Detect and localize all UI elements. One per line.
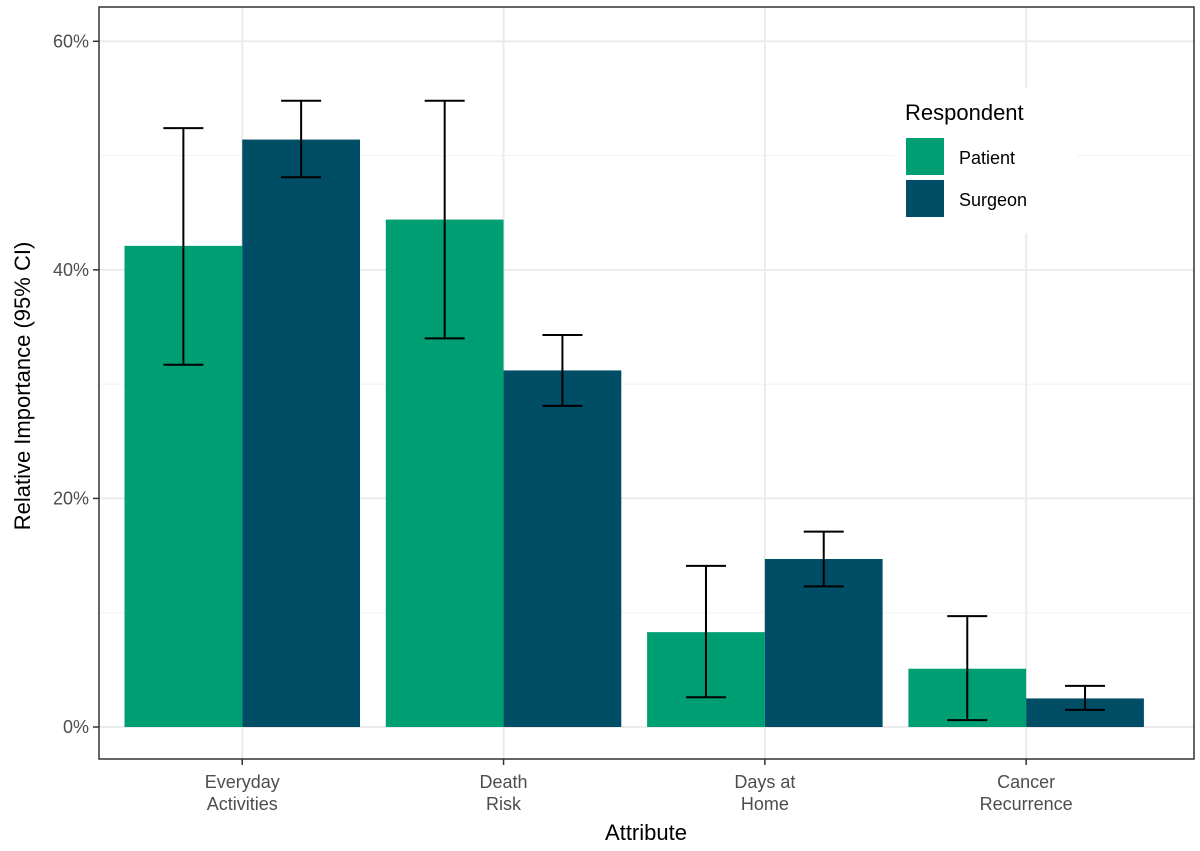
y-tick-label: 0% [63, 717, 89, 737]
plot-border [98, 6, 1195, 760]
y-axis: 0% 20% 40% 60% [53, 31, 99, 737]
x-tick-label-line: Days at [734, 772, 795, 792]
x-tick-label-line: Recurrence [980, 794, 1073, 814]
x-tick-label-line: Everyday [205, 772, 280, 792]
x-tick-label: Days at Home [734, 772, 795, 814]
y-axis-title: Relative Importance (95% CI) [10, 242, 35, 531]
x-axis-title: Attribute [605, 820, 687, 845]
y-tick-label: 60% [53, 31, 89, 51]
y-tick-label: 20% [53, 488, 89, 508]
x-tick-label: Death Risk [480, 772, 528, 814]
x-tick-label-line: Home [741, 794, 789, 814]
x-tick-label: Everyday Activities [205, 772, 280, 814]
error-bars [163, 99, 1106, 722]
legend-label-surgeon: Surgeon [959, 190, 1027, 210]
x-tick-label-line: Death [480, 772, 528, 792]
x-tick-label-line: Cancer [997, 772, 1055, 792]
y-tick-label: 40% [53, 260, 89, 280]
legend-key-surgeon [906, 180, 944, 217]
x-tick-label-line: Risk [486, 794, 522, 814]
x-tick-label-line: Activities [207, 794, 278, 814]
x-tick-label: Cancer Recurrence [980, 772, 1073, 814]
bar-surgeon [242, 139, 360, 728]
bar-surgeon [503, 370, 622, 727]
x-axis: Everyday Activities Death Risk Days at Home Ca… [205, 759, 1073, 814]
legend: Respondent Patient Surgeon [895, 88, 1077, 233]
legend-title: Respondent [905, 100, 1024, 125]
legend-key-patient [906, 138, 944, 175]
legend-label-patient: Patient [959, 148, 1015, 168]
